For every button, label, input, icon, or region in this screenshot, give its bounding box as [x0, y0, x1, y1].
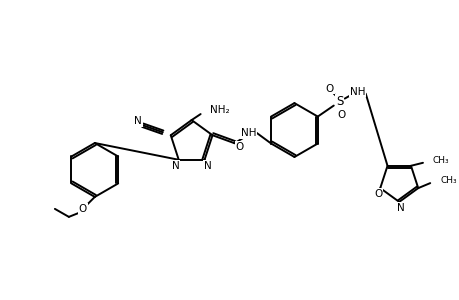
Text: S: S: [336, 95, 343, 108]
Text: O: O: [325, 84, 333, 94]
Text: CH₃: CH₃: [432, 156, 448, 165]
Text: O: O: [78, 204, 87, 214]
Text: N: N: [134, 116, 141, 126]
Text: O: O: [337, 110, 345, 120]
Text: O: O: [235, 142, 243, 152]
Text: N: N: [172, 161, 179, 171]
Text: N: N: [203, 161, 211, 171]
Text: NH: NH: [240, 128, 256, 138]
Text: CH₃: CH₃: [439, 176, 456, 184]
Text: O: O: [373, 189, 381, 199]
Text: NH₂: NH₂: [209, 105, 229, 115]
Text: N: N: [397, 203, 404, 213]
Text: NH: NH: [349, 87, 364, 97]
